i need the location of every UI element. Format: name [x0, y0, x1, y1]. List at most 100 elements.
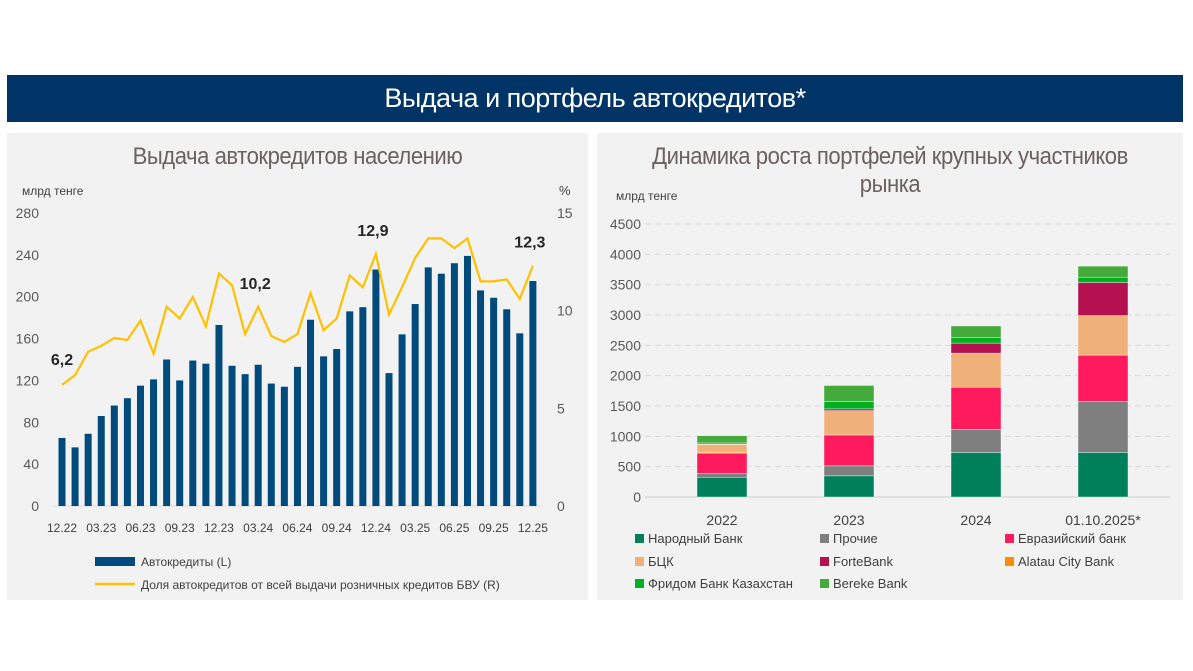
y-tick: 4500 — [610, 216, 641, 232]
stack-segment — [950, 337, 1002, 344]
bar-autocredits — [463, 255, 471, 506]
y-tick: 3000 — [610, 307, 641, 323]
bar-autocredits — [503, 309, 511, 506]
bar-autocredits — [359, 307, 367, 506]
stack-segment — [1077, 265, 1129, 278]
bar-autocredits — [176, 380, 184, 506]
y-tick: 1000 — [610, 428, 641, 444]
stack-segment — [823, 475, 875, 498]
stack-segment — [696, 477, 748, 498]
stack-segment — [1077, 354, 1129, 402]
legend-swatch — [1005, 534, 1014, 543]
stack-segment — [1077, 282, 1129, 316]
bar-autocredits — [424, 267, 432, 506]
bar-autocredits — [320, 356, 328, 506]
bar-autocredits — [254, 364, 262, 506]
bar-autocredits — [97, 416, 105, 506]
y-tick: 2000 — [610, 368, 641, 384]
legend-swatch — [635, 557, 644, 566]
legend-swatch — [1005, 557, 1014, 566]
left-y-tick: 160 — [16, 331, 40, 347]
bar-autocredits — [411, 304, 419, 506]
stack-segment — [1077, 401, 1129, 453]
legend-label: Alatau City Bank — [1018, 554, 1115, 569]
bar-autocredits — [163, 359, 171, 506]
bar-autocredits — [228, 365, 236, 506]
x-tick: 06.23 — [125, 521, 155, 535]
stack-segment — [950, 325, 1002, 338]
y-tick: 2500 — [610, 337, 641, 353]
stack-segment — [823, 410, 875, 436]
legend-label: Евразийский банк — [1018, 531, 1126, 546]
bar-autocredits — [346, 311, 354, 506]
bar-autocredits — [307, 319, 315, 506]
stack-segment — [823, 434, 875, 467]
data-label: 12,9 — [357, 223, 388, 240]
legend-label: Автокредиты (L) — [141, 555, 231, 569]
bar-autocredits — [372, 269, 380, 506]
stack-segment — [696, 435, 748, 444]
left-y-tick: 0 — [31, 498, 39, 514]
x-tick: 01.10.2025* — [1065, 512, 1141, 528]
stack-segment — [696, 473, 748, 478]
bar-autocredits — [490, 297, 498, 506]
x-tick: 09.25 — [479, 521, 509, 535]
bar-autocredits — [477, 290, 485, 506]
legend-swatch — [820, 534, 829, 543]
stack-segment — [1077, 452, 1129, 498]
left-chart-title: Выдача автокредитов населению — [132, 143, 463, 170]
x-tick: 12.23 — [204, 521, 234, 535]
bar-autocredits — [333, 349, 341, 506]
right-chart-svg: млрд тенге 0 500 1000 1500 2000 2500 3000 3500 40… — [610, 189, 1170, 591]
bar-autocredits — [215, 324, 223, 506]
y-tick: 0 — [633, 489, 641, 505]
y-tick: 3500 — [610, 277, 641, 293]
stack-segment — [696, 452, 748, 474]
bar-autocredits — [516, 333, 524, 506]
legend-label: БЦК — [648, 554, 674, 569]
x-tick: 12.24 — [361, 521, 391, 535]
x-tick: 09.23 — [165, 521, 195, 535]
bar-autocredits — [71, 447, 79, 506]
x-tick: 06.24 — [282, 521, 312, 535]
y-tick: 500 — [618, 459, 642, 475]
legend-label: ForteBank — [833, 554, 893, 569]
x-tick: 12.25 — [518, 521, 548, 535]
bar-autocredits — [58, 437, 66, 506]
left-y-tick: 280 — [16, 205, 40, 221]
legend-label: Доля автокредитов от всей выдачи розничн… — [141, 578, 500, 592]
x-tick: 03.24 — [243, 521, 273, 535]
stack-segment — [823, 408, 875, 411]
y-tick: 1500 — [610, 398, 641, 414]
legend-swatch — [820, 579, 829, 588]
x-tick: 2023 — [833, 512, 864, 528]
x-tick: 09.24 — [322, 521, 352, 535]
bar-autocredits — [136, 385, 144, 506]
left-axis-unit: млрд тенге — [22, 184, 84, 198]
stack-segment — [950, 352, 1002, 388]
left-chart-panel: Выдача автокредитов населению млрд тенге… — [7, 133, 588, 600]
left-y-tick: 80 — [23, 414, 39, 430]
bar-autocredits — [123, 398, 131, 506]
legend-swatch — [635, 534, 644, 543]
data-label: 6,2 — [51, 352, 73, 369]
left-y-tick: 40 — [23, 456, 39, 472]
legend-label: Народный Банк — [648, 531, 743, 546]
stack-segment — [823, 401, 875, 410]
right-chart-title: Динамика роста портфелей крупных участни… — [652, 143, 1128, 198]
stack-segment — [950, 387, 1002, 430]
bar-autocredits — [189, 360, 197, 506]
right-y-tick: 10 — [557, 303, 573, 319]
stack-segment — [1077, 315, 1129, 356]
bar-autocredits — [529, 281, 537, 506]
page-header: Выдача и портфель автокредитов* — [7, 75, 1183, 122]
legend-label: Bereke Bank — [833, 576, 908, 591]
bar-autocredits — [150, 379, 158, 506]
stack-segment — [950, 452, 1002, 498]
x-tick: 06.25 — [439, 521, 469, 535]
legend-label: Прочие — [833, 531, 878, 546]
left-chart-svg: млрд тенге % 0 40 80 120 160 200 240 280 0 5 10 15 6,2… — [16, 183, 573, 592]
right-chart-panel: Динамика роста портфелей крупных участни… — [597, 133, 1183, 600]
bar-autocredits — [293, 366, 301, 506]
bar-autocredits — [267, 383, 275, 506]
